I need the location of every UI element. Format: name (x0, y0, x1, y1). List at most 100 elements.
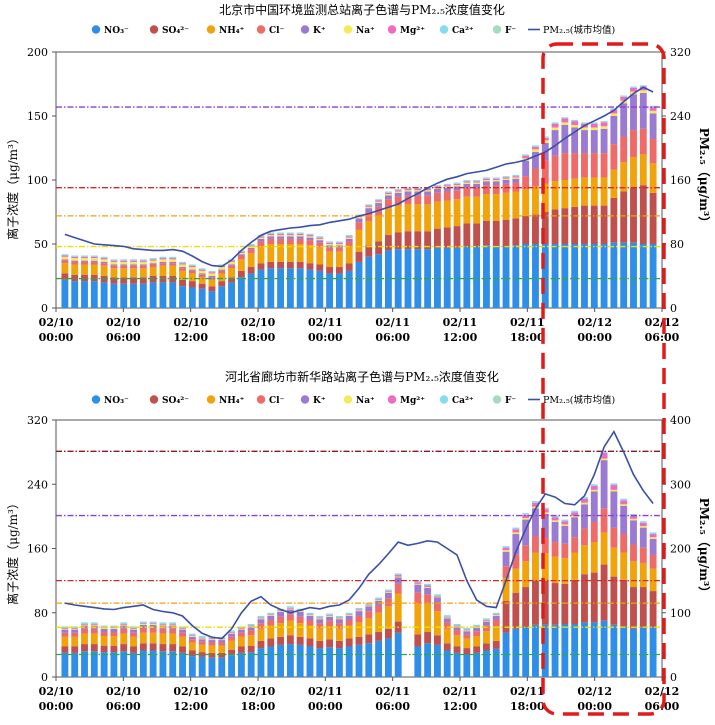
bar-segment (355, 615, 363, 623)
bar-segment (551, 583, 559, 625)
bar-segment (355, 251, 363, 262)
bar-segment (424, 587, 432, 595)
bar-segment (532, 508, 539, 537)
bar-segment (159, 259, 167, 262)
bar-segment (159, 651, 167, 677)
bar-segment (247, 627, 255, 631)
bar-segment (149, 623, 157, 625)
bar-segment (483, 650, 490, 677)
y-tick-label-4: 200 (27, 46, 48, 59)
bar-segment (355, 607, 363, 610)
bar-segment (561, 180, 569, 209)
bar-segment (316, 640, 324, 649)
bar-segment (512, 191, 520, 219)
bar-segment (541, 212, 549, 244)
bar-segment (630, 86, 637, 88)
legend-label-5: Na⁺ (356, 26, 375, 36)
legend-swatch-1 (149, 25, 159, 34)
bar-segment (100, 258, 108, 260)
bar-segment (120, 264, 128, 266)
bar-segment (335, 617, 343, 619)
bar-segment (335, 623, 343, 629)
bar-segment (90, 258, 98, 261)
bar-segment (375, 206, 383, 216)
bar-segment (90, 644, 98, 652)
bar-segment (218, 639, 226, 641)
bar-segment (179, 267, 186, 269)
bar-segment (228, 268, 235, 278)
bar-segment (365, 634, 373, 644)
bar-segment (257, 246, 265, 264)
bar-segment (483, 625, 490, 632)
bar-segment (169, 263, 177, 266)
bar-segment (130, 261, 137, 265)
bar-segment (453, 623, 461, 626)
bar-segment (473, 626, 481, 628)
bar-segment (110, 264, 118, 266)
bar-segment (649, 192, 657, 244)
bar-segment (355, 636, 363, 645)
bar-segment (316, 270, 324, 308)
legend-beijing: NO₃⁻ SO₄²⁻ NH₄⁺ Cl⁻ K⁺ Na⁺ Mg²⁺ Ca²⁺ F⁻ PM₂.₅(城市均… (91, 24, 615, 36)
bar-segment (316, 237, 324, 239)
bar-segment (630, 544, 637, 562)
bar-segment (335, 267, 343, 274)
bar-segment (522, 587, 530, 628)
bar-segment (228, 282, 235, 308)
bar-segment (228, 655, 235, 677)
x-tick-label-date-5: 02/11 (375, 685, 410, 698)
bar-segment (571, 515, 579, 518)
bar-segment (483, 618, 490, 620)
bar-segment (630, 242, 637, 308)
bar-segment (277, 636, 285, 645)
bar-segment (630, 156, 637, 188)
bar-segment (316, 623, 324, 629)
y2-tick-label-2: 160 (670, 174, 691, 187)
bar-segment (81, 258, 88, 261)
bar-segment (326, 273, 334, 308)
bar-segment (100, 265, 108, 276)
bar-segment (130, 265, 137, 269)
x-tick-label-date-4: 02/11 (308, 685, 343, 698)
bar-segment (198, 638, 206, 640)
bar-segment (306, 615, 314, 616)
bar-segment (306, 619, 314, 626)
x-tick-label-time-8: 00:00 (577, 331, 612, 344)
legend-swatch-1 (149, 395, 159, 404)
bar-segment (208, 639, 216, 641)
bar-segment (169, 644, 177, 652)
bar-segment (522, 561, 530, 588)
bar-segment (414, 634, 422, 647)
x-tick-label-date-7: 02/11 (510, 316, 545, 329)
bar-segment (159, 282, 167, 308)
bar-segment (463, 187, 471, 197)
bar-segment (541, 512, 549, 514)
bar-segment (90, 261, 98, 265)
bar-segment (345, 270, 353, 308)
bar-segment (130, 652, 137, 677)
legend-label-6: Mg²⁺ (400, 26, 425, 36)
x-tick-label-date-6: 02/11 (443, 685, 478, 698)
bar-segment (630, 513, 637, 516)
bar-segment (110, 265, 118, 269)
bar-segment (296, 616, 304, 624)
bar-segment (433, 228, 441, 248)
bar-segment (414, 592, 422, 604)
x-tick-label-time-3: 18:00 (241, 331, 276, 344)
bar-segment (296, 261, 304, 269)
bar-segment (267, 625, 275, 639)
bar-segment (600, 126, 608, 129)
bar-segment (316, 628, 324, 641)
bar-segment (463, 196, 471, 224)
legend-label-0: NO₃⁻ (104, 26, 129, 36)
bar-segment (247, 247, 255, 250)
bar-segment (130, 283, 137, 308)
bar-segment (541, 160, 549, 184)
bar-segment (649, 534, 657, 538)
bar-segment (81, 651, 88, 677)
bar-segment (257, 241, 265, 247)
x-tick-label-date-9: 02/12 (645, 316, 680, 329)
bar-segment (551, 130, 559, 156)
bar-segment (198, 288, 206, 308)
bar-segment (139, 643, 147, 651)
